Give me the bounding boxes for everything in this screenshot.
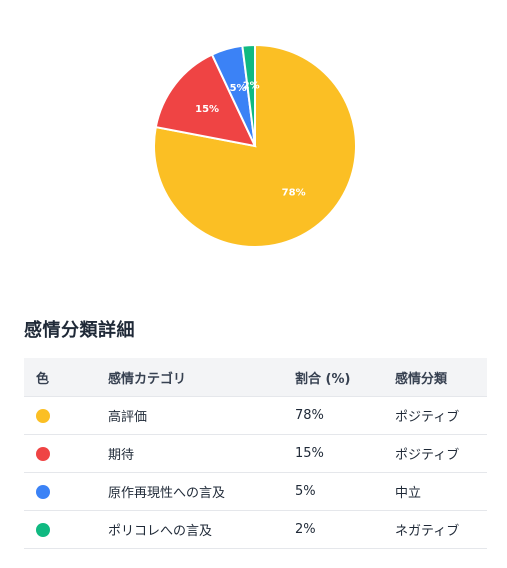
header-color: 色 — [24, 358, 108, 397]
pie-labels: 78% 15% 5%2% — [195, 81, 305, 199]
classification-cell: ポジティブ — [395, 434, 487, 473]
color-cell — [24, 510, 108, 549]
color-cell — [24, 472, 108, 511]
pie-data-label: 78% — [282, 188, 306, 199]
pie-slices — [153, 43, 357, 248]
category-cell: 原作再現性への言及 — [108, 472, 295, 511]
table-row: 原作再現性への言及 5% 中立 — [24, 472, 487, 511]
header-category: 感情カテゴリ — [108, 358, 295, 397]
percent-cell: 5% — [295, 472, 395, 511]
pie-data-label: 15% — [195, 104, 219, 115]
header-percent: 割合 (%) — [295, 358, 395, 397]
percent-cell: 78% — [295, 396, 395, 435]
sentiment-pie-chart: 78% 15% 5%2% — [153, 43, 357, 248]
table-header-row: 色 感情カテゴリ 割合 (%) 感情分類 — [24, 358, 487, 397]
percent-cell: 2% — [295, 510, 395, 549]
table-row: 高評価 78% ポジティブ — [24, 396, 487, 435]
table-row: 期待 15% ポジティブ — [24, 434, 487, 473]
color-dot-icon — [36, 408, 50, 423]
color-dot-icon — [36, 446, 50, 461]
category-cell: 高評価 — [108, 396, 295, 435]
section-title: 感情分類詳細 — [24, 320, 135, 341]
classification-cell: ポジティブ — [395, 396, 487, 435]
pie-data-label: 5% — [230, 83, 247, 94]
classification-cell: 中立 — [395, 472, 487, 511]
color-cell — [24, 396, 108, 435]
classification-cell: ネガティブ — [395, 510, 487, 549]
color-dot-icon — [36, 484, 50, 499]
sentiment-detail-table: 色 感情カテゴリ 割合 (%) 感情分類 高評価 78% ポジティブ 期待 15… — [24, 358, 487, 549]
pie-slice-2 — [154, 53, 257, 148]
percent-cell: 15% — [295, 434, 395, 473]
color-cell — [24, 434, 108, 473]
category-cell: 期待 — [108, 434, 295, 473]
color-dot-icon — [36, 522, 50, 537]
pie-slice-4 — [241, 43, 256, 147]
header-classification: 感情分類 — [395, 358, 487, 397]
pie-data-label: 2% — [243, 81, 260, 92]
category-cell: ポリコレへの言及 — [108, 510, 295, 549]
table-row: ポリコレへの言及 2% ネガティブ — [24, 510, 487, 549]
